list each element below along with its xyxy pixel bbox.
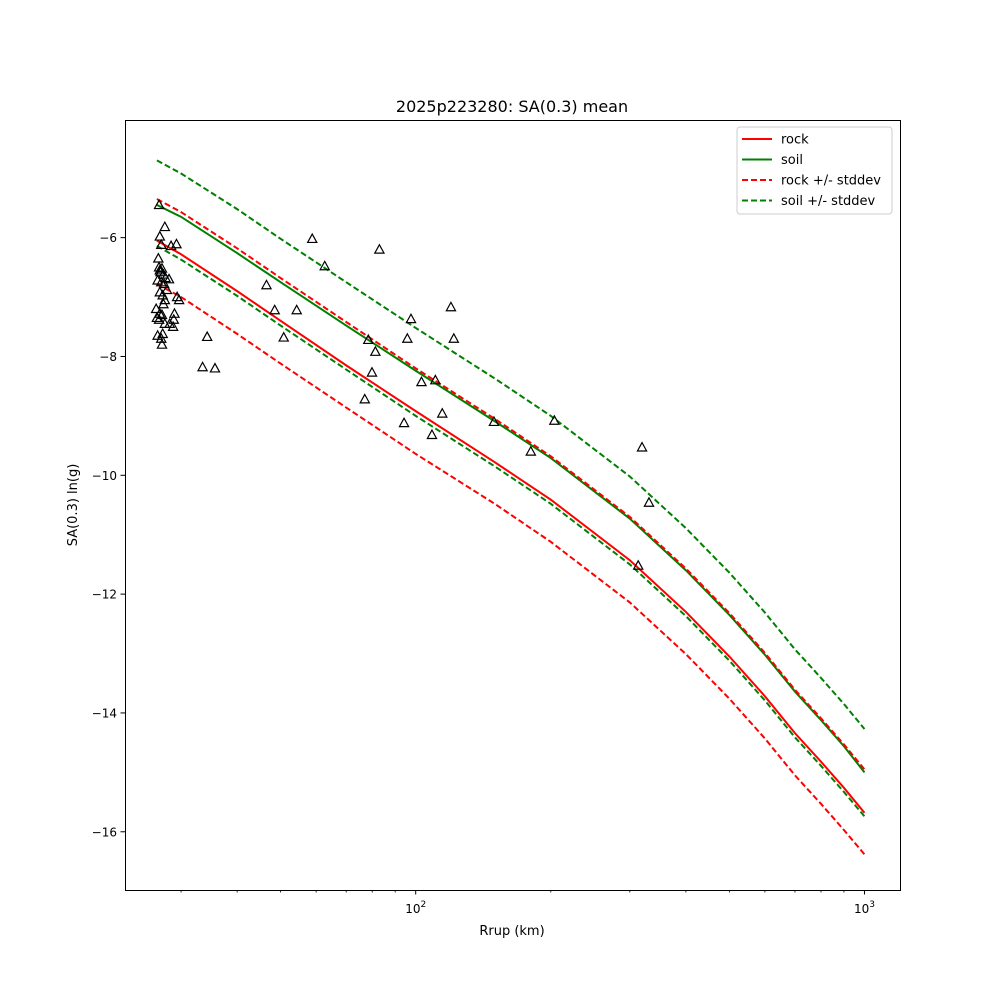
legend-label-soil-stddev: soil +/- stddev — [781, 194, 876, 209]
series-line-rock — [156, 239, 866, 814]
observation-marker — [161, 283, 173, 295]
observation-marker — [196, 361, 209, 372]
legend-label-soil: soil — [781, 153, 803, 168]
observation-marker — [548, 414, 560, 425]
observation-marker — [173, 293, 185, 305]
observation-marker — [157, 298, 170, 309]
observation-marker — [401, 332, 413, 343]
legend-label-rock: rock — [781, 133, 809, 148]
observation-marker — [373, 243, 386, 254]
observation-marker — [369, 345, 381, 356]
observation-marker — [632, 559, 644, 570]
y-tick-label: −12 — [92, 588, 117, 602]
observation-marker — [168, 307, 181, 318]
observation-marker — [151, 311, 163, 323]
observation-marker — [448, 332, 460, 343]
observation-marker — [445, 301, 457, 312]
observation-marker — [306, 232, 318, 244]
series-line-soil-stddev — [156, 159, 866, 730]
observation-marker — [366, 366, 378, 377]
y-tick-label: −16 — [92, 825, 117, 839]
observation-marker — [156, 308, 168, 320]
legend-label-rock-stddev: rock +/- stddev — [781, 174, 881, 189]
observation-marker — [278, 331, 290, 342]
x-axis-label: Rrup (km) — [479, 924, 544, 939]
observation-marker — [155, 276, 167, 287]
observation-markers — [150, 198, 655, 570]
y-axis: −6 −8 −10 −12 −14 −16 — [92, 231, 125, 839]
legend: rock soil rock +/- stddev soil +/- stddev — [736, 126, 893, 215]
observation-marker — [159, 220, 171, 232]
observation-marker — [405, 312, 417, 324]
observation-marker — [525, 445, 537, 456]
y-axis-label: SA(0.3) ln(g) — [66, 464, 81, 547]
observation-marker — [260, 279, 273, 290]
observation-marker — [398, 416, 410, 428]
observation-marker — [426, 428, 438, 440]
observation-marker — [170, 238, 183, 249]
observation-marker — [152, 252, 164, 263]
observation-marker — [429, 374, 441, 385]
observation-marker — [636, 441, 648, 452]
observation-marker — [157, 327, 169, 339]
observation-marker — [436, 407, 448, 418]
plot-frame — [125, 120, 901, 891]
observation-marker — [269, 304, 281, 315]
y-tick-label: −10 — [92, 469, 117, 483]
legend-frame — [736, 126, 893, 215]
series-line-soil — [156, 204, 866, 773]
observation-marker — [291, 304, 303, 315]
series-layer — [156, 159, 866, 855]
series-line-rock-stddev — [156, 283, 866, 855]
observation-marker — [155, 238, 167, 249]
observation-marker — [201, 330, 213, 342]
x-tick-label: 103 — [854, 900, 875, 916]
observation-marker — [415, 375, 428, 387]
series-line-soil-stddev — [156, 245, 866, 817]
observation-marker — [359, 393, 371, 404]
observation-marker — [167, 320, 179, 331]
observation-marker — [362, 333, 374, 345]
observation-marker — [153, 313, 165, 324]
series-line-rock-stddev — [156, 198, 866, 771]
y-tick-label: −14 — [92, 706, 117, 720]
observation-marker — [159, 293, 171, 305]
x-axis: 102 103 — [180, 890, 875, 916]
observation-marker — [163, 273, 175, 284]
observation-marker — [319, 260, 331, 271]
observation-marker — [156, 338, 168, 349]
chart-title: 2025p223280: SA(0.3) mean — [396, 97, 628, 116]
observation-marker — [643, 496, 655, 507]
y-tick-label: −6 — [99, 231, 117, 245]
observation-marker — [150, 302, 162, 314]
x-tick-label: 102 — [405, 900, 426, 916]
observation-marker — [488, 415, 500, 427]
y-tick-label: −8 — [99, 350, 117, 364]
observation-marker — [154, 230, 166, 241]
observation-marker — [209, 362, 221, 373]
observation-marker — [153, 198, 165, 210]
